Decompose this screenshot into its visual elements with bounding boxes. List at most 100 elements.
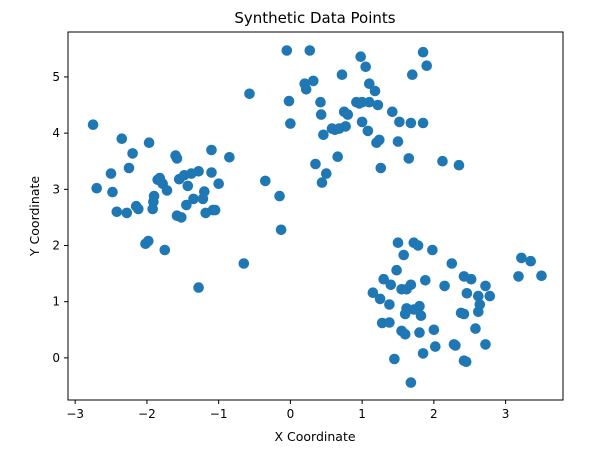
data-point (420, 275, 431, 286)
data-point (161, 185, 173, 196)
data-point (275, 224, 287, 236)
data-point (369, 85, 381, 97)
y-axis: 0 1 2 3 4 5 (52, 70, 68, 365)
data-point (437, 155, 448, 167)
data-point (412, 240, 424, 251)
data-point (171, 153, 183, 164)
data-point (193, 166, 204, 177)
data-point (316, 177, 328, 188)
data-point (421, 60, 433, 71)
data-point (340, 121, 351, 132)
y-tick-label: 5 (52, 70, 60, 84)
data-point (362, 125, 374, 137)
data-point (394, 116, 405, 128)
data-point (389, 353, 400, 365)
data-points (87, 45, 547, 388)
data-point (372, 99, 384, 111)
data-point (415, 310, 427, 322)
data-point (342, 109, 354, 120)
x-tick-label: 2 (430, 407, 438, 421)
plot-frame (67, 31, 564, 401)
data-point (121, 207, 133, 219)
data-point (87, 119, 99, 130)
x-tick-label: −1 (210, 407, 228, 421)
data-point (367, 287, 379, 299)
data-point (283, 95, 295, 107)
data-point (399, 329, 411, 340)
data-point (407, 69, 418, 80)
data-point (199, 186, 210, 197)
data-point (405, 279, 417, 291)
data-point (206, 167, 217, 178)
data-point (392, 237, 404, 248)
data-point (460, 356, 472, 368)
data-point (427, 244, 438, 256)
data-point (364, 96, 375, 108)
data-point (473, 306, 484, 318)
data-point (453, 159, 465, 171)
data-point (181, 199, 192, 211)
data-point (244, 88, 255, 100)
data-point (374, 293, 386, 305)
data-point (91, 182, 102, 194)
data-point (143, 137, 155, 148)
data-point (310, 158, 321, 170)
x-axis: −3 −2 −1 0 1 2 3 (66, 400, 509, 421)
y-tick-label: 3 (52, 182, 60, 196)
data-point (159, 244, 171, 256)
data-point (391, 264, 402, 276)
data-point (274, 190, 285, 202)
y-tick-label: 2 (52, 238, 60, 252)
data-point (143, 235, 154, 247)
data-point (414, 300, 425, 312)
data-point (392, 136, 404, 147)
data-point (123, 162, 135, 174)
data-point (308, 75, 319, 87)
x-tick-label: −3 (66, 407, 84, 421)
data-point (315, 109, 327, 120)
x-tick-label: 1 (358, 407, 366, 421)
data-point (224, 152, 235, 163)
data-point (461, 288, 473, 299)
x-tick-label: −2 (138, 407, 156, 421)
data-point (480, 339, 491, 350)
chart-title: Synthetic Data Points (234, 9, 395, 27)
data-point (465, 273, 477, 285)
x-axis-label: X Coordinate (274, 429, 355, 444)
data-point (356, 116, 368, 128)
data-point (387, 106, 398, 118)
data-point (450, 340, 461, 351)
data-point (446, 258, 458, 269)
data-point (417, 117, 429, 129)
data-point (133, 203, 144, 215)
data-point (513, 271, 524, 282)
data-point (536, 270, 547, 282)
data-point (105, 168, 117, 179)
data-point (360, 61, 372, 73)
data-point (332, 151, 344, 162)
data-point (182, 180, 194, 192)
data-point (405, 117, 417, 129)
data-point (127, 148, 138, 159)
data-point (364, 78, 375, 89)
data-point (111, 206, 123, 218)
data-point (209, 204, 221, 216)
data-point (470, 323, 481, 334)
data-point (458, 308, 470, 320)
data-point (417, 46, 429, 58)
data-point (116, 133, 128, 144)
data-point (385, 279, 397, 291)
data-point (321, 168, 332, 179)
data-point (384, 317, 395, 328)
data-point (281, 45, 293, 56)
data-point (417, 348, 429, 359)
y-tick-label: 4 (52, 126, 60, 140)
data-point (148, 190, 160, 202)
data-point (107, 186, 118, 198)
data-point (473, 290, 484, 302)
data-point (300, 84, 312, 95)
data-point (403, 153, 415, 164)
data-point (398, 249, 410, 261)
data-point (355, 51, 367, 62)
data-point (399, 308, 411, 320)
